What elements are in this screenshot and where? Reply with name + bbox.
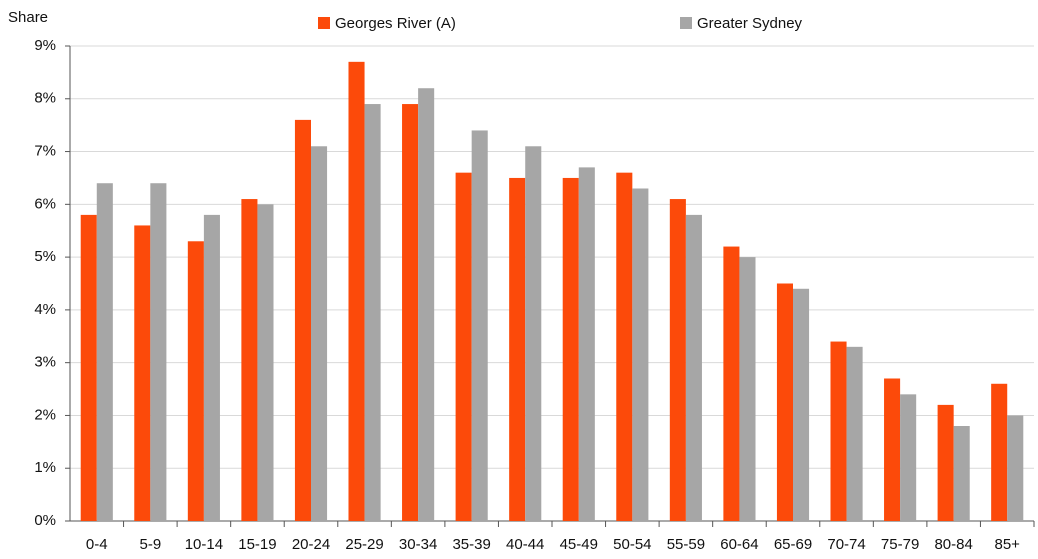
legend-swatch [680,17,692,29]
x-tick-label: 15-19 [238,536,276,553]
bar [187,241,204,521]
x-tick-label: 50-54 [613,536,651,553]
y-tick-label: 3% [34,354,56,371]
bar [685,214,702,521]
y-tick-label: 5% [34,248,56,265]
bar [937,404,954,521]
y-tick-label: 1% [34,459,56,476]
x-tick-label: 80-84 [934,536,972,553]
x-tick-label: 60-64 [720,536,758,553]
x-tick-label: 85+ [994,536,1020,553]
bar [632,188,649,521]
x-tick-label: 0-4 [86,536,108,553]
bar [96,183,113,521]
bar [776,283,793,521]
bar [203,214,220,521]
x-tick-label: 40-44 [506,536,544,553]
y-tick-label: 7% [34,143,56,160]
bar [150,183,167,521]
x-tick-label: 30-34 [399,536,437,553]
x-tick-label: 70-74 [827,536,865,553]
bar [578,167,595,521]
bar [793,288,810,521]
bar [830,341,847,521]
x-tick-label: 5-9 [139,536,161,553]
bar [723,246,740,522]
bar [311,146,328,521]
y-tick-label: 4% [34,301,56,318]
bar [364,104,381,522]
bar [616,172,633,521]
bar [953,426,970,521]
x-tick-label: 20-24 [292,536,330,553]
bar [991,383,1008,521]
legend-label: Greater Sydney [697,15,803,32]
bar [562,177,579,521]
x-tick-label: 25-29 [345,536,383,553]
y-tick-label: 2% [34,406,56,423]
x-tick-label: 10-14 [185,536,223,553]
y-tick-label: 9% [34,37,56,54]
x-tick-label: 55-59 [667,536,705,553]
y-tick-label: 0% [34,512,56,529]
bar [402,104,419,522]
y-tick-label: 8% [34,90,56,107]
bar [846,346,863,521]
bar [471,130,488,521]
bar [257,204,274,522]
bar [348,61,365,521]
bar [669,199,686,522]
bar [739,257,756,521]
legend-label: Georges River (A) [335,15,456,32]
bar [294,119,311,521]
bar [418,88,435,521]
x-tick-label: 65-69 [774,536,812,553]
x-tick-label: 35-39 [452,536,490,553]
bar [80,214,97,521]
bar [134,225,151,521]
bar [1007,415,1024,521]
bar [884,378,901,521]
bar [525,146,542,521]
legend-swatch [318,17,330,29]
bar [241,199,258,522]
x-tick-label: 45-49 [560,536,598,553]
bar [900,394,917,521]
x-tick-label: 75-79 [881,536,919,553]
bar [455,172,472,521]
y-tick-label: 6% [34,195,56,212]
y-axis-label: Share [8,9,48,26]
bar [509,177,526,521]
